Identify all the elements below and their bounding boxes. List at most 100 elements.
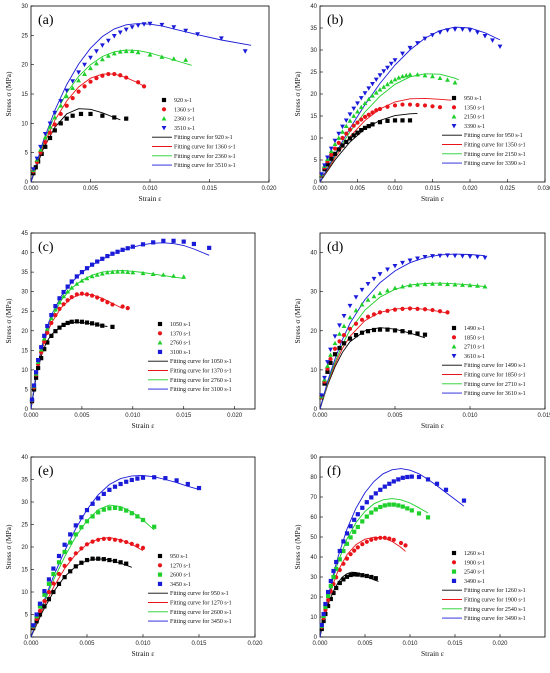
data-point bbox=[461, 498, 467, 503]
x-tick-label: 0.010 bbox=[135, 641, 151, 647]
data-point bbox=[385, 327, 390, 332]
data-point bbox=[347, 112, 353, 117]
data-point bbox=[385, 65, 390, 71]
data-point bbox=[174, 478, 179, 483]
data-point bbox=[334, 559, 339, 565]
data-point bbox=[348, 552, 353, 557]
data-point bbox=[370, 122, 375, 127]
y-tick-label: 0 bbox=[25, 635, 29, 641]
legend-label: Fitting curve for 920 s-1 bbox=[174, 134, 233, 141]
y-tick-label: 10 bbox=[21, 121, 28, 127]
data-point bbox=[34, 612, 39, 617]
x-tick-label: 0.000 bbox=[23, 641, 39, 647]
data-point bbox=[76, 70, 82, 75]
data-point bbox=[332, 352, 338, 357]
legend-label: 3100 s-1 bbox=[170, 350, 191, 356]
x-tick-label: 0.020 bbox=[247, 641, 263, 647]
data-point bbox=[344, 139, 349, 145]
data-point bbox=[400, 475, 405, 480]
data-point bbox=[359, 127, 364, 133]
data-point bbox=[430, 104, 435, 109]
legend-label: Fitting curve for 3490 s-1 bbox=[464, 615, 526, 622]
data-point bbox=[322, 163, 327, 168]
data-point bbox=[430, 254, 435, 259]
data-point bbox=[124, 561, 129, 566]
panel-label: (f) bbox=[327, 464, 341, 479]
data-point bbox=[328, 356, 333, 362]
data-point bbox=[369, 574, 374, 580]
data-point bbox=[364, 539, 369, 544]
data-point bbox=[391, 502, 396, 507]
data-point bbox=[94, 76, 99, 81]
data-point bbox=[348, 535, 353, 540]
data-point bbox=[74, 274, 79, 279]
y-tick-label: 35 bbox=[21, 270, 28, 276]
legend-label: 920 s-1 bbox=[174, 98, 192, 104]
data-point bbox=[64, 88, 70, 93]
data-point bbox=[52, 110, 58, 116]
legend-label: Fitting curve for 2710 s-1 bbox=[464, 381, 526, 388]
data-point bbox=[392, 103, 398, 108]
legend-label: Fitting curve for 950 s-1 bbox=[170, 590, 229, 597]
data-point bbox=[352, 517, 357, 522]
data-point bbox=[58, 103, 64, 108]
legend-marker bbox=[451, 569, 457, 574]
data-point bbox=[422, 73, 428, 78]
data-point bbox=[46, 589, 52, 595]
data-point bbox=[70, 85, 76, 91]
legend-marker bbox=[161, 116, 167, 121]
data-point bbox=[341, 341, 347, 346]
data-point bbox=[120, 269, 126, 274]
data-point bbox=[79, 525, 84, 530]
legend-label: Fitting curve for 2360 s-1 bbox=[174, 153, 236, 160]
data-point bbox=[79, 319, 85, 324]
data-point bbox=[65, 289, 71, 294]
data-point bbox=[94, 60, 99, 66]
data-point bbox=[341, 577, 346, 582]
data-point bbox=[331, 568, 336, 574]
data-point bbox=[336, 131, 342, 137]
panel-label: (c) bbox=[38, 240, 54, 255]
data-point bbox=[183, 28, 189, 34]
data-point bbox=[79, 560, 84, 565]
data-point bbox=[332, 340, 338, 346]
data-point bbox=[369, 537, 374, 542]
data-point bbox=[358, 96, 364, 101]
data-point bbox=[105, 253, 110, 259]
data-point bbox=[242, 49, 248, 54]
legend: 1050 s-1 1370 s-1 2760 s-1 3100 s-1 Fitting … bbox=[148, 321, 232, 393]
data-point bbox=[45, 323, 50, 329]
legend-marker bbox=[451, 95, 457, 101]
data-point bbox=[64, 116, 69, 121]
data-point bbox=[94, 272, 100, 277]
y-tick-label: 25 bbox=[21, 309, 28, 315]
x-tick-label: 0.020 bbox=[227, 413, 243, 419]
data-point bbox=[88, 111, 93, 117]
data-point bbox=[47, 135, 53, 141]
data-point bbox=[105, 300, 110, 305]
data-point bbox=[445, 28, 450, 33]
data-point bbox=[147, 52, 153, 57]
y-tick-label: 30 bbox=[310, 48, 317, 54]
data-point bbox=[370, 110, 375, 115]
data-point bbox=[107, 557, 112, 563]
legend-label: Fitting curve for 1360 s-1 bbox=[174, 144, 236, 151]
data-point bbox=[347, 127, 353, 132]
data-point bbox=[355, 545, 360, 550]
data-point bbox=[65, 320, 70, 326]
data-point bbox=[332, 138, 338, 144]
data-point bbox=[140, 517, 146, 523]
legend-marker bbox=[451, 335, 457, 340]
data-point bbox=[47, 124, 53, 129]
data-point bbox=[365, 281, 371, 287]
data-point bbox=[467, 28, 473, 33]
data-point bbox=[381, 69, 387, 74]
data-point bbox=[443, 487, 449, 492]
y-tick-label: 15 bbox=[310, 114, 317, 120]
data-point bbox=[107, 536, 112, 542]
data-point bbox=[360, 542, 365, 547]
data-point bbox=[112, 537, 118, 542]
data-point bbox=[409, 508, 414, 513]
fitting-curve-line bbox=[30, 537, 144, 638]
data-point bbox=[336, 135, 342, 140]
